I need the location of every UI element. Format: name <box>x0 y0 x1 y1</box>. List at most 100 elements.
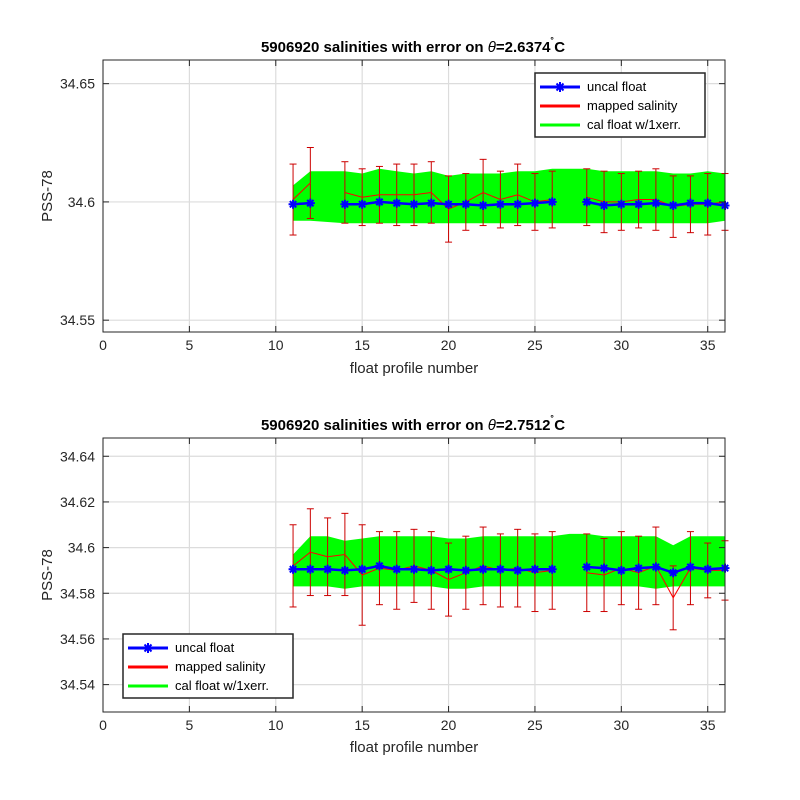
bottom-ticks: 0 5 10 15 20 25 30 35 34.54 34.56 34.58 34.6 34.62 34… <box>60 438 725 733</box>
bottom-xtick-label: 35 <box>700 717 716 733</box>
top-legend-uncal-marker <box>555 82 565 92</box>
bottom-uncal-float-point <box>444 564 454 574</box>
bottom-uncal-float-point <box>409 564 419 574</box>
top-uncal-float-point <box>288 199 298 209</box>
top-ylabel: PSS-78 <box>39 170 56 222</box>
top-error-bar <box>341 161 349 224</box>
bottom-legend-cal-label: cal float w/1xerr. <box>175 678 269 693</box>
bottom-uncal-float-point <box>495 564 505 574</box>
bottom-xtick-label: 20 <box>441 717 457 733</box>
top-legend-mapped-label: mapped salinity <box>587 98 678 113</box>
top-legend-cal-label: cal float w/1xerr. <box>587 117 681 132</box>
bottom-ytick-label: 34.62 <box>60 494 95 510</box>
bottom-uncal-float-point <box>323 564 333 574</box>
bottom-ytick-label: 34.64 <box>60 448 95 464</box>
bottom-uncal-float-point <box>703 564 713 574</box>
top-cal-band <box>293 168 725 224</box>
bottom-xtick-label: 0 <box>99 717 107 733</box>
top-ytick-label: 34.55 <box>60 312 95 328</box>
top-chart-title: 5906920 salinities with error on θ=2.637… <box>261 37 565 56</box>
bottom-xlabel: float profile number <box>350 739 478 756</box>
bottom-uncal-float-point <box>392 564 402 574</box>
top-uncal-float-point <box>685 198 695 208</box>
top-error-bar <box>583 168 591 227</box>
top-xtick-label: 10 <box>268 337 284 353</box>
top-uncal-float-point <box>409 199 419 209</box>
bottom-legend-mapped-label: mapped salinity <box>175 659 266 674</box>
top-xtick-label: 20 <box>441 337 457 353</box>
bottom-ylabel: PSS-78 <box>39 549 56 601</box>
bottom-uncal-float-point <box>547 564 557 574</box>
bottom-ytick-label: 34.58 <box>60 585 95 601</box>
bottom-legend-uncal-label: uncal float <box>175 640 235 655</box>
bottom-error-bar <box>583 533 591 613</box>
top-uncal-line <box>288 197 730 210</box>
bottom-uncal-float-point <box>340 565 350 575</box>
top-xtick-label: 35 <box>700 337 716 353</box>
bottom-ytick-label: 34.54 <box>60 677 95 693</box>
top-xtick-label: 30 <box>614 337 630 353</box>
top-chart: 5906920 salinities with error on θ=2.637… <box>39 37 730 377</box>
bottom-uncal-float-point <box>513 565 523 575</box>
bottom-uncal-float-point <box>685 562 695 572</box>
bottom-chart-title: 5906920 salinities with error on θ=2.751… <box>261 415 565 434</box>
bottom-xtick-label: 5 <box>185 717 193 733</box>
bottom-cal-band <box>293 533 725 589</box>
bottom-xtick-label: 25 <box>527 717 543 733</box>
top-legend: uncal float mapped salinity cal float w/… <box>534 72 706 138</box>
bottom-legend: uncal float mapped salinity cal float w/… <box>122 633 294 699</box>
bottom-legend-uncal-marker <box>143 643 153 653</box>
top-xlabel: float profile number <box>350 360 478 377</box>
bottom-xtick-label: 10 <box>268 717 284 733</box>
bottom-uncal-float-point <box>305 564 315 574</box>
top-uncal-float-point <box>392 198 402 208</box>
top-error-bar <box>289 163 297 236</box>
top-uncal-float-point <box>340 199 350 209</box>
bottom-uncal-float-point <box>288 564 298 574</box>
top-uncal-float-point <box>426 198 436 208</box>
top-xtick-label: 15 <box>354 337 370 353</box>
bottom-chart: 5906920 salinities with error on θ=2.751… <box>39 415 730 756</box>
top-band <box>293 168 725 224</box>
top-uncal-float-point <box>599 200 609 210</box>
top-ytick-label: 34.65 <box>60 76 95 92</box>
top-uncal-float-point <box>530 198 540 208</box>
bottom-uncal-float-point <box>374 561 384 571</box>
top-uncal-float-point <box>651 198 661 208</box>
bottom-uncal-float-point <box>634 563 644 573</box>
bottom-xtick-label: 15 <box>354 717 370 733</box>
top-ytick-label: 34.6 <box>68 194 95 210</box>
bottom-uncal-line <box>288 561 730 578</box>
top-uncal-float-point <box>634 199 644 209</box>
top-xtick-label: 0 <box>99 337 107 353</box>
bottom-uncal-float-point <box>357 564 367 574</box>
top-uncal-float-point <box>305 198 315 208</box>
bottom-uncal-float-point <box>582 562 592 572</box>
top-xtick-label: 25 <box>527 337 543 353</box>
bottom-uncal-float-point <box>530 564 540 574</box>
top-uncal-float-point <box>478 200 488 210</box>
top-uncal-float-point <box>703 198 713 208</box>
bottom-xtick-label: 30 <box>614 717 630 733</box>
bottom-uncal-float-point <box>668 568 678 578</box>
top-uncal-float-point <box>495 199 505 209</box>
bottom-ytick-label: 34.56 <box>60 631 95 647</box>
bottom-uncal-float-point <box>651 562 661 572</box>
top-uncal-float-point <box>374 197 384 207</box>
top-uncal-float-point <box>582 197 592 207</box>
top-uncal-float-point <box>513 199 523 209</box>
bottom-band <box>293 533 725 589</box>
bottom-uncal-float-point <box>616 565 626 575</box>
top-xtick-label: 5 <box>185 337 193 353</box>
top-uncal-float-point <box>444 199 454 209</box>
bottom-uncal-float-point <box>461 565 471 575</box>
bottom-uncal-float-point <box>426 565 436 575</box>
top-legend-uncal-label: uncal float <box>587 79 647 94</box>
top-uncal-float-point <box>616 199 626 209</box>
bottom-uncal-float-point <box>599 563 609 573</box>
top-uncal-float-point <box>668 200 678 210</box>
bottom-uncal-float-point <box>478 564 488 574</box>
top-ticks: 0 5 10 15 20 25 30 35 34.55 34.6 34.65 <box>60 60 725 353</box>
top-uncal-float-point <box>461 199 471 209</box>
